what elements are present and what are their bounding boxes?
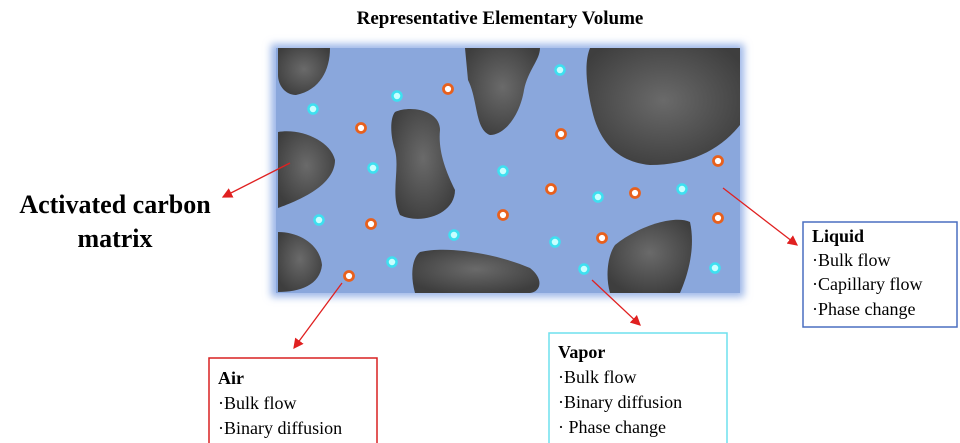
rev-volume (271, 44, 744, 297)
box-item: ·Phase change (812, 299, 915, 319)
box-title: Liquid (812, 226, 864, 246)
diagram: Representative Elementary Volume Activat… (0, 0, 960, 443)
box-title: Air (218, 368, 244, 388)
box-item: ·Bulk flow (218, 393, 297, 413)
box-item: ·Bulk flow (558, 367, 637, 387)
box-item: ·Capillary flow (812, 274, 922, 294)
matrix-label: matrix (77, 224, 152, 253)
box-item: ·Binary diffusion (558, 392, 682, 412)
box-item: ·Bulk flow (812, 250, 891, 270)
box-title: Vapor (558, 342, 605, 362)
title: Representative Elementary Volume (357, 8, 644, 29)
box-item: ·Binary diffusion (218, 418, 342, 438)
box-item: · Phase change (558, 417, 666, 437)
air-box: Air ·Bulk flow ·Binary diffusion (209, 358, 377, 443)
matrix-label: Activated carbon (19, 190, 211, 219)
vapor-box: Vapor ·Bulk flow ·Binary diffusion · Pha… (549, 333, 727, 443)
page: Representative Elementary Volume Activat… (0, 0, 960, 443)
liquid-box: Liquid ·Bulk flow ·Capillary flow ·Phase… (803, 222, 957, 327)
